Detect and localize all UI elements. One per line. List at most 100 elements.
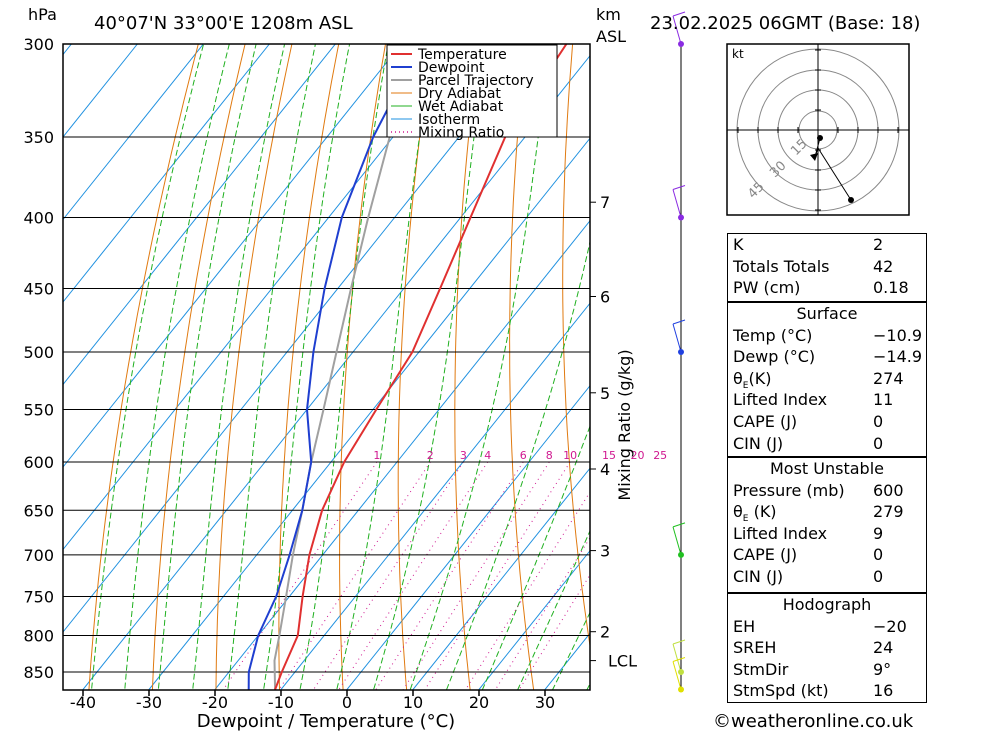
- k-value: 2: [873, 235, 884, 254]
- isotherm-line: [279, 302, 590, 690]
- wind-barb-shaft: [672, 661, 682, 690]
- mixing-ratio-line: [278, 461, 431, 690]
- x-tick-label: -10: [268, 693, 294, 712]
- height-tick-label: 5: [600, 384, 610, 403]
- mixing-ratio-label: 2: [427, 449, 434, 462]
- hodograph-table-title: Hodograph: [782, 595, 872, 614]
- surface-li-label: Lifted Index: [733, 390, 828, 410]
- isotherm-line: [63, 44, 534, 633]
- mu-pressure-value: 600: [873, 480, 904, 500]
- mixing-ratio-label: 25: [653, 449, 667, 462]
- surface-li-value: 11: [873, 390, 894, 410]
- x-tick-label: 30: [535, 693, 555, 712]
- datetime-label: 23.02.2025 06GMT (Base: 18): [650, 13, 920, 34]
- eh-value: −20: [873, 616, 907, 636]
- stmspd-label: StmSpd (kt): [733, 681, 829, 701]
- surface-theta-symbol: θ: [733, 368, 743, 388]
- wind-barb-flag: [672, 657, 686, 662]
- mixing-ratio-label: 1: [373, 449, 380, 462]
- wind-barb-shaft: [672, 15, 682, 45]
- x-axis-title: Dewpoint / Temperature (°C): [197, 711, 455, 732]
- dry-adiabat-line: [397, 44, 433, 690]
- isotherm-line: [63, 44, 402, 468]
- isotherm-line: [63, 44, 270, 303]
- mu-cape-row: CAPE (J) 0: [728, 544, 926, 566]
- mixing-ratio-label: 6: [520, 449, 527, 462]
- wet-adiabat-line: [192, 44, 286, 690]
- mixing-ratio-line: [464, 491, 590, 690]
- pressure-tick-label: 300: [23, 35, 54, 54]
- mixing-ratio-labels: 1 2 3 4 6 8 10 15 20 25: [373, 449, 667, 462]
- k-label: K: [733, 235, 744, 254]
- dry-adiabat-line: [947, 44, 1000, 707]
- sreh-value: 24: [873, 638, 894, 658]
- mu-theta-value: 279: [873, 502, 904, 522]
- dewpoint-profile: [247, 44, 423, 690]
- dry-adiabat-line: [994, 44, 1000, 707]
- x-tick-label: 20: [469, 693, 489, 712]
- hodograph-rings: [727, 44, 909, 215]
- wind-barb-flag: [672, 522, 686, 528]
- wet-adiabat-line: [157, 44, 257, 690]
- pressure-unit-label: hPa: [28, 5, 57, 24]
- legend-isotherm: Isotherm: [418, 112, 480, 128]
- sreh-row: SREH 24: [728, 637, 926, 659]
- totals-value: 42: [873, 256, 894, 276]
- isotherm-line: [63, 44, 138, 138]
- mu-cape-value: 0: [873, 545, 884, 565]
- pressure-tick-label: 450: [23, 280, 54, 299]
- mixing-ratio-label: 3: [460, 449, 467, 462]
- wind-barb-shaft: [672, 643, 682, 673]
- x-tick-label: -30: [136, 693, 162, 712]
- hodograph-point-end: [848, 197, 854, 203]
- wind-barb-shaft: [672, 526, 682, 556]
- wet-adiabat-line: [409, 44, 551, 690]
- mu-li-label: Lifted Index: [733, 523, 828, 543]
- surface-cin-label: CIN (J): [733, 433, 784, 453]
- mu-theta-row: θE (K) 279: [728, 501, 926, 525]
- surface-theta-sub: E: [742, 380, 749, 391]
- mixing-ratio-label: 15: [602, 449, 616, 462]
- wet-adiabat-line: [124, 44, 230, 690]
- pressure-tick-label: 800: [23, 627, 54, 646]
- x-tick-label: 10: [403, 693, 423, 712]
- pressure-tick-label: 350: [23, 128, 54, 147]
- isotherm-line: [63, 44, 204, 221]
- eh-label: EH: [733, 616, 756, 636]
- height-tick-label: 6: [600, 288, 610, 307]
- x-tick-label: -40: [70, 693, 96, 712]
- wet-adiabat-line: [91, 44, 205, 690]
- isotherm-line: [63, 44, 336, 386]
- pw-row: PW (cm) 0.18: [728, 277, 926, 299]
- surface-cin-row: CIN (J) 0: [728, 433, 926, 455]
- legend-wet-adiabat: Wet Adiabat: [418, 99, 504, 115]
- location-title: 40°07'N 33°00'E 1208m ASL: [94, 13, 353, 34]
- mu-theta-sub: E: [742, 514, 749, 525]
- surface-temp-label: Temp (°C): [733, 325, 813, 345]
- wet-adiabat-line: [372, 44, 487, 690]
- legend-parcel: Parcel Trajectory: [418, 73, 534, 89]
- wet-adiabat-line: [299, 44, 389, 690]
- hodograph-unit-label: kt: [732, 47, 744, 61]
- copyright-label: ©weatheronline.co.uk: [713, 711, 914, 732]
- mu-pressure-label: Pressure (mb): [733, 480, 845, 500]
- profiles: [247, 44, 568, 690]
- height-unit-label: km: [596, 5, 621, 24]
- mixing-ratio-line: [222, 461, 378, 690]
- mixing-ratio-label: 20: [631, 449, 645, 462]
- wind-barb-flag: [672, 319, 686, 325]
- wet-adiabat-line: [336, 44, 434, 690]
- totals-row: Totals Totals 42: [728, 256, 926, 278]
- surface-panel: Surface Temp (°C) −10.9 Dewp (°C) −14.9 θE…: [727, 302, 927, 457]
- mixing-ratio-label: 4: [484, 449, 491, 462]
- mu-cin-label: CIN (J): [733, 566, 784, 586]
- surface-dewp-row: Dewp (°C) −14.9: [728, 346, 926, 368]
- height-tick-label: 3: [600, 542, 610, 561]
- most-unstable-title: Most Unstable: [770, 459, 884, 478]
- pressure-tick-label: 700: [23, 546, 54, 565]
- wind-barb-flag: [672, 185, 686, 190]
- storm-motion-marker: [810, 153, 818, 161]
- mixing-ratio-line: [424, 461, 571, 690]
- surface-theta-row: θE(K) 274: [728, 368, 926, 391]
